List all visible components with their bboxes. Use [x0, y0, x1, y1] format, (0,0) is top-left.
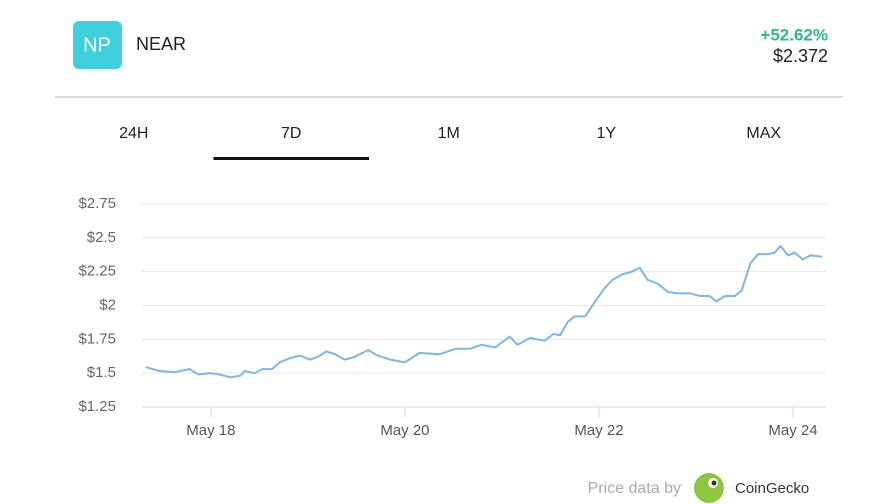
source-logo-pupil	[711, 480, 717, 486]
y-tick-label: $2.5	[87, 229, 116, 246]
x-tick-label: May 18	[186, 422, 235, 439]
chart: $1.25 $1.5 $1.75 $2 $2.25 $2.5 $2.75 May 18 May …	[78, 195, 826, 439]
y-tick-label: $1.5	[87, 364, 116, 381]
attribution-source: CoinGecko	[735, 480, 809, 497]
coin-logo-text: NP	[83, 34, 111, 56]
tab-bar: 24H 7D 1M 1Y MAX	[119, 125, 781, 160]
tab[interactable]: 1M	[438, 125, 460, 142]
x-tick-label: May 20	[380, 422, 429, 439]
source-logo	[694, 473, 724, 503]
y-tick-label: $2.25	[78, 263, 116, 280]
y-tick-label: $2	[99, 296, 116, 313]
tab[interactable]: 1Y	[596, 125, 616, 142]
attribution-label: Price data by	[588, 480, 681, 497]
price: $2.372	[773, 46, 828, 66]
price-line	[145, 244, 823, 379]
x-tick-label: May 22	[574, 422, 623, 439]
active-tab-indicator	[213, 157, 369, 160]
x-tick-label: May 24	[768, 422, 817, 439]
tab[interactable]: 7D	[281, 125, 301, 142]
y-tick-label: $1.75	[78, 330, 116, 347]
y-tick-label: $1.25	[78, 398, 116, 415]
tab[interactable]: 24H	[119, 125, 148, 142]
tab[interactable]: MAX	[746, 125, 781, 142]
price-change: +52.62%	[760, 25, 828, 44]
coin-logo	[73, 21, 122, 69]
y-tick-label: $2.75	[78, 195, 116, 212]
coin-name: NEAR	[136, 34, 186, 54]
